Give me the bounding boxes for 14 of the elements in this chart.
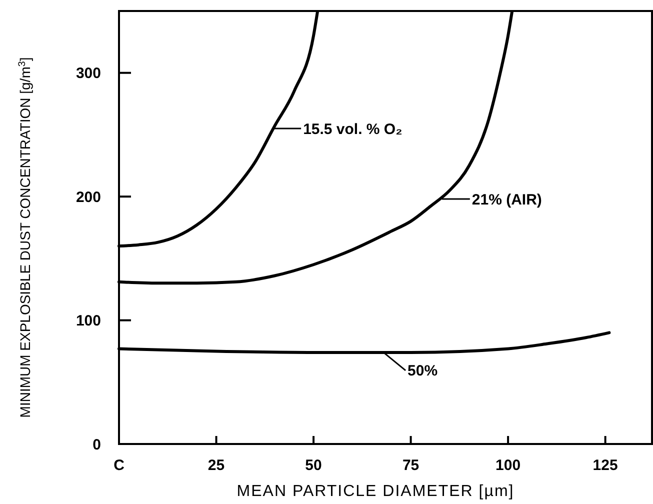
x-tick-label: 125 bbox=[592, 457, 618, 474]
annotation: 21% (AIR) bbox=[472, 191, 542, 208]
x-tick-label: 25 bbox=[208, 457, 225, 474]
x-tick-label: 75 bbox=[402, 457, 420, 474]
y-tick-label: 300 bbox=[76, 65, 101, 82]
annotation: 50% bbox=[408, 362, 438, 380]
annotation: 15.5 vol. % O₂ bbox=[303, 120, 402, 138]
x-tick-label: 100 bbox=[496, 457, 521, 474]
y-tick-label: 200 bbox=[76, 188, 101, 206]
y-tick-label: 100 bbox=[76, 312, 101, 330]
x-tick-label: C bbox=[114, 457, 125, 474]
x-tick-label: 50 bbox=[305, 457, 322, 474]
x-axis-title: MEAN PARTICLE DIAMETER [µm] bbox=[236, 483, 514, 500]
y-tick-label: 0 bbox=[92, 436, 101, 454]
